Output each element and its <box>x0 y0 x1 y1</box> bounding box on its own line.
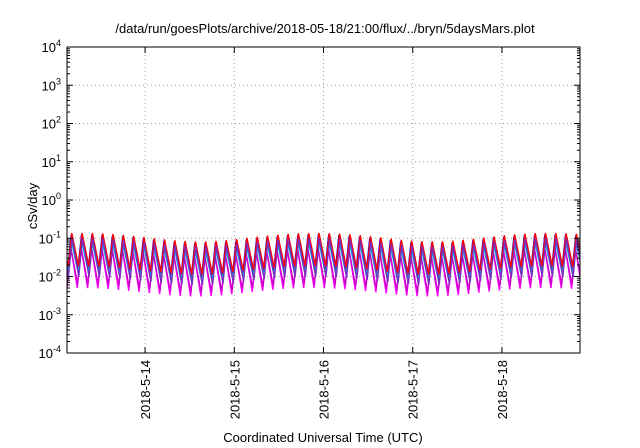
y-tick-label: 10-3 <box>39 306 61 323</box>
x-axis: 2018-5-14 2018-5-15 2018-5-16 2018-5-17 2018… <box>138 47 510 419</box>
y-tick-label: 10-4 <box>39 344 61 361</box>
x-tick-label: 2018-5-15 <box>227 360 242 419</box>
y-axis: 10-4 10-3 10-2 10-1 100 101 102 103 104 <box>39 38 580 361</box>
y-tick-label: 102 <box>42 115 61 132</box>
y-tick-label: 103 <box>42 76 61 93</box>
chart-title: /data/run/goesPlots/archive/2018-05-18/2… <box>115 21 535 36</box>
y-tick-label: 101 <box>42 153 61 170</box>
grid <box>67 47 580 353</box>
y-tick-label: 10-1 <box>39 229 61 246</box>
x-tick-label: 2018-5-16 <box>317 360 332 419</box>
x-axis-label: Coordinated Universal Time (UTC) <box>223 430 422 445</box>
series-line <box>67 247 580 293</box>
y-tick-label: 10-2 <box>39 268 61 285</box>
x-tick-label: 2018-5-18 <box>495 360 510 419</box>
series-line <box>67 232 580 275</box>
x-tick-label: 2018-5-17 <box>406 360 421 419</box>
y-tick-label: 100 <box>42 191 61 208</box>
x-tick-label: 2018-5-14 <box>138 360 153 419</box>
series-group <box>67 232 580 297</box>
y-axis-label: cSv/day <box>25 182 40 229</box>
y-tick-label: 104 <box>42 38 61 55</box>
series-line <box>67 238 580 286</box>
